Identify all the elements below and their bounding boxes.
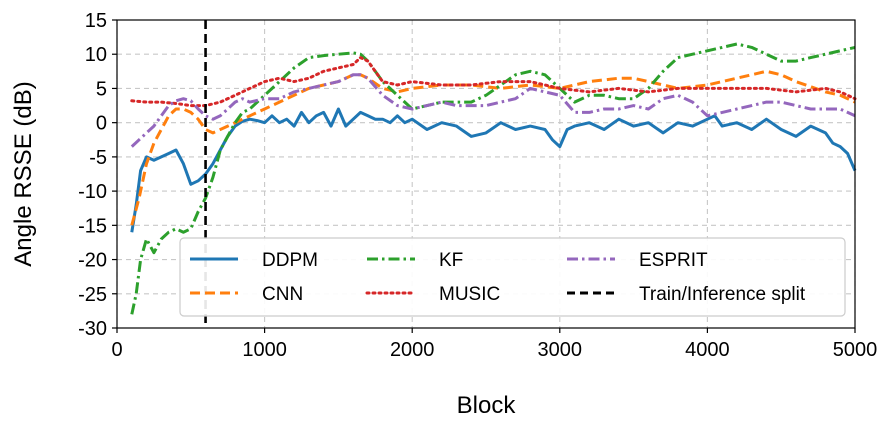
y-tick-label: -30 [78,318,107,340]
x-axis-label: Block [457,392,517,419]
y-tick-label: -20 [78,250,107,272]
series-line-music [130,56,857,108]
plot-frame [116,19,856,329]
x-tick-label: 2000 [390,339,435,361]
x-tick-label: 0 [111,339,122,361]
x-tick-label: 1000 [242,339,287,361]
legend: DDPM CNN KF MUSIC ESPRIT Train/Inference spli… [179,237,846,317]
y-tick-label: -15 [78,215,107,237]
y-tick-label: 10 [85,44,107,66]
y-tick-label: 0 [96,113,107,135]
legend-label: ESPRIT [639,250,708,271]
series-line-ddpm [130,107,857,233]
legend-box [179,237,846,317]
x-tick-label: 5000 [833,339,878,361]
y-tick-label: -25 [78,284,107,306]
legend-label: DDPM [262,250,318,271]
legend-label: CNN [262,284,303,305]
legend-label: MUSIC [439,284,500,305]
x-tick-label: 4000 [685,339,730,361]
series-line-esprit [130,73,856,148]
y-tick-label: 15 [85,10,107,32]
x-tick-label: 3000 [538,339,583,361]
y-tick-label: -5 [89,147,107,169]
y-tick-label: -10 [78,181,107,203]
y-axis-label: Angle RSSE (dB) [10,81,37,266]
axis-ticks: 0 1000 2000 3000 4000 5000 -30 -25 -20 -15 -10 -5 0 5… [78,10,877,361]
series-line-kf [130,42,856,315]
series-group [130,20,857,328]
legend-label: KF [439,250,463,271]
legend-label: Train/Inference split [639,284,806,305]
y-tick-label: 5 [96,78,107,100]
